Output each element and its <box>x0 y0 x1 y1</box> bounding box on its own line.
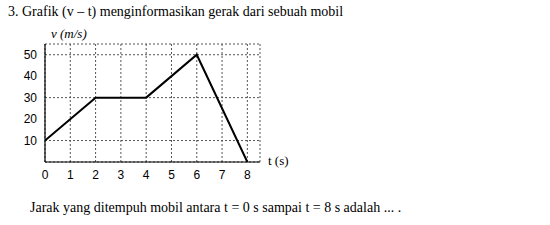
html-text:3. Grafik (v – t) menginformas: 3. Grafik (v – t) menginformasikan gerak… <box>8 4 344 19</box>
svg-text:20: 20 <box>24 112 38 126</box>
html-text:t (s): t (s) <box>268 153 289 168</box>
html-text:Jarak yang ditempuh mobil anta: Jarak yang ditempuh mobil antara t = 0 s… <box>30 200 402 215</box>
svg-text:1: 1 <box>67 168 74 182</box>
svg-text:6: 6 <box>193 168 200 182</box>
svg-text:10: 10 <box>24 134 38 148</box>
svg-text:30: 30 <box>24 91 38 105</box>
svg-text:40: 40 <box>24 69 38 83</box>
svg-text:3: 3 <box>118 168 125 182</box>
svg-text:7: 7 <box>219 168 226 182</box>
html-text:v (m/s): v (m/s) <box>51 26 87 41</box>
svg-text:2: 2 <box>92 168 99 182</box>
svg-text:5: 5 <box>168 168 175 182</box>
svg-text:4: 4 <box>143 168 150 182</box>
svg-text:0: 0 <box>42 168 49 182</box>
svg-text:8: 8 <box>244 168 251 182</box>
svg-text:50: 50 <box>24 48 38 62</box>
